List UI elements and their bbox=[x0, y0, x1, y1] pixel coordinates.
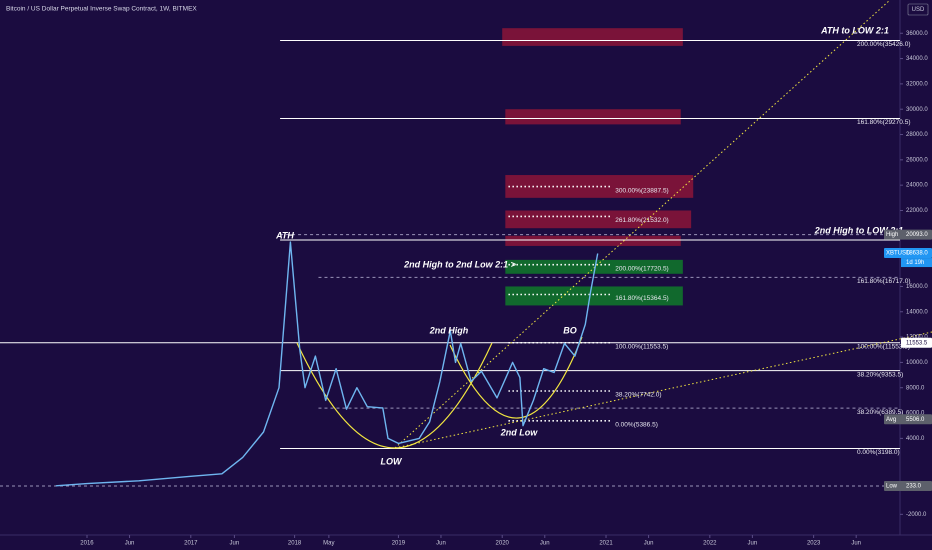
axis-tag bbox=[901, 337, 932, 348]
y-tick-label: 28000.0 bbox=[906, 132, 928, 138]
currency: USD bbox=[912, 7, 925, 13]
x-tick-label: 2017 bbox=[184, 541, 198, 547]
x-tick-label: 2020 bbox=[496, 541, 510, 547]
y-tick-label: 10000.0 bbox=[906, 360, 928, 366]
x-tick-label: Jun bbox=[748, 541, 758, 547]
target-zone bbox=[505, 210, 692, 229]
price-line bbox=[55, 241, 599, 487]
axis-tag-label: 5506.0 bbox=[906, 417, 925, 423]
annotation: BO bbox=[563, 325, 577, 335]
cup-curve bbox=[449, 336, 583, 419]
annotation: 2nd High bbox=[429, 325, 469, 335]
y-tick-label: 4000.0 bbox=[906, 436, 925, 442]
annotation: LOW bbox=[381, 456, 403, 466]
x-tick-label: 2021 bbox=[599, 541, 613, 547]
fib-level-label: 38.20%(6389.5) bbox=[857, 409, 903, 416]
x-tick-label: 2016 bbox=[80, 541, 94, 547]
axis-tag-sub bbox=[901, 258, 932, 268]
target-zone bbox=[502, 28, 683, 46]
y-tick-label: 16000.0 bbox=[906, 284, 928, 290]
fib-level-label: 161.80%(16717.0) bbox=[857, 278, 911, 285]
axis-tag-name: Low bbox=[886, 484, 898, 490]
annotation: 2nd High to LOW 2:1 bbox=[814, 225, 904, 235]
y-tick-label: 12000.0 bbox=[906, 335, 928, 341]
axis-tag-label: 18638.0 bbox=[906, 251, 928, 257]
x-tick-label: Jun bbox=[851, 541, 861, 547]
axis-tag bbox=[884, 229, 932, 240]
y-tick-label: 30000.0 bbox=[906, 107, 928, 113]
axis-tag-label: 11553.5 bbox=[906, 340, 928, 346]
target-zone bbox=[505, 235, 681, 246]
fib-level-label: 200.00%(35426.0) bbox=[857, 41, 911, 48]
axis-tag-name: High bbox=[886, 232, 898, 238]
y-tick-label: 14000.0 bbox=[906, 309, 928, 315]
x-tick-label: 2018 bbox=[288, 541, 302, 547]
x-tick-label: Jun bbox=[644, 541, 654, 547]
trend-line bbox=[394, 0, 891, 449]
y-tick-label: 22000.0 bbox=[906, 208, 928, 214]
x-tick-label: May bbox=[323, 541, 334, 547]
fib-level-label: 200.00%(17720.5) bbox=[615, 265, 669, 272]
target-zone bbox=[505, 109, 681, 125]
axis-tag-label: 20093.0 bbox=[906, 232, 928, 238]
y-tick-label: 26000.0 bbox=[906, 157, 928, 163]
target-zone bbox=[505, 286, 683, 306]
fib-level-label: 100.00%(11553.5) bbox=[857, 343, 910, 350]
y-tick-label: -2000.0 bbox=[906, 512, 927, 518]
y-tick-label: 24000.0 bbox=[906, 183, 928, 189]
x-tick-label: Jun bbox=[230, 541, 240, 547]
y-tick-label: 6000.0 bbox=[906, 411, 925, 417]
annotation: ATH bbox=[275, 230, 294, 240]
fib-level-label: 161.80%(15364.5) bbox=[615, 295, 669, 302]
axis-tag bbox=[884, 481, 932, 492]
fib-level-label: 161.80%(29270.5) bbox=[857, 119, 911, 126]
axis-tag bbox=[884, 248, 932, 259]
annotation: ATH to LOW 2:1 bbox=[820, 25, 889, 35]
fib-level-label: 0.00%(3198.0) bbox=[857, 449, 900, 456]
annotation: 2nd Low bbox=[500, 427, 538, 437]
x-tick-label: 2019 bbox=[392, 541, 406, 547]
axis-tag-name: XBTUSD bbox=[886, 251, 911, 257]
fib-level-label: 261.80%(21532.0) bbox=[615, 217, 669, 224]
x-tick-label: 2023 bbox=[807, 541, 821, 547]
annotation: 2nd High to 2nd Low 2:1 > bbox=[403, 259, 516, 269]
fib-level-label: 38.20%(7742.0) bbox=[615, 392, 661, 399]
axis-tag-label: 233.0 bbox=[906, 484, 922, 490]
x-tick-label: Jun bbox=[436, 541, 446, 547]
target-zone bbox=[505, 259, 683, 274]
fib-level-label: 300.00%(23887.5) bbox=[615, 187, 669, 194]
chart-title: Bitcoin / US Dollar Perpetual Inverse Sw… bbox=[6, 6, 197, 13]
fib-level-label: 38.20%(9353.5) bbox=[857, 371, 903, 378]
x-tick-label: Jun bbox=[125, 541, 135, 547]
target-zone bbox=[505, 175, 694, 198]
fib-level-label: 0.00%(5386.5) bbox=[615, 422, 658, 429]
axis-tag bbox=[884, 414, 932, 425]
y-tick-label: 34000.0 bbox=[906, 56, 928, 62]
y-tick-label: 36000.0 bbox=[906, 31, 928, 37]
x-tick-label: 2022 bbox=[703, 541, 717, 547]
axis-tag-name: Avg bbox=[886, 417, 896, 423]
x-tick-label: Jun bbox=[540, 541, 550, 547]
y-tick-label: 8000.0 bbox=[906, 385, 925, 391]
axis-tag-sub-label: 1d 19h bbox=[906, 260, 924, 266]
y-tick-label: 32000.0 bbox=[906, 81, 928, 87]
fib-level-label: 100.00%(11553.5) bbox=[615, 343, 668, 350]
currency-box bbox=[907, 3, 929, 16]
